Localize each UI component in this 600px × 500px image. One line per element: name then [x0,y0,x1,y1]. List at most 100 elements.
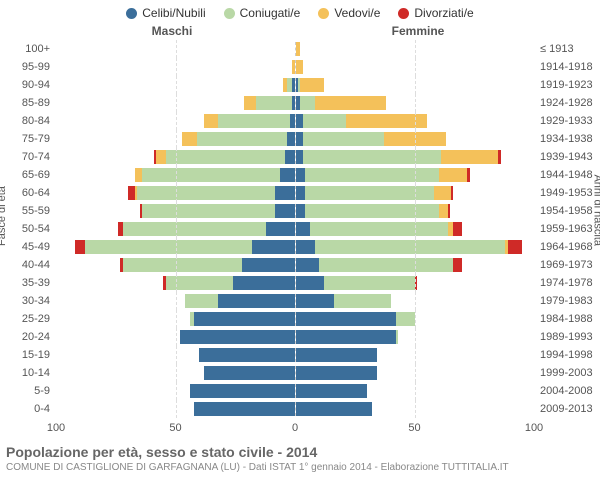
bar-segment [128,186,135,200]
y-axis-title-left: Fasce di età [0,186,8,246]
bar-area [56,60,534,74]
legend-swatch [318,8,329,19]
bar-area [56,168,534,182]
bar-segment [396,312,415,326]
bar-segment [166,150,285,164]
age-label: 95-99 [0,61,56,73]
age-label: 35-39 [0,277,56,289]
bar-segment [467,168,469,182]
bar-area [56,150,534,164]
birth-label: 1989-1993 [534,331,600,343]
bar-segment [319,258,453,272]
bar-segment [204,114,218,128]
bar-segment [315,96,387,110]
birth-label: 1954-1958 [534,205,600,217]
bar-area [56,114,534,128]
bar-segment [296,258,320,272]
legend-swatch [126,8,137,19]
birth-label: 2004-2008 [534,385,600,397]
chart-subtitle: COMUNE DI CASTIGLIONE DI GARFAGNANA (LU)… [0,462,600,473]
y-axis-title-right: Anni di nascita [592,174,600,246]
bar-area [56,294,534,308]
bar-segment [296,42,301,56]
age-label: 50-54 [0,223,56,235]
bar-segment [252,240,295,254]
age-label: 40-44 [0,259,56,271]
age-row: 75-791934-1938 [0,130,600,148]
bar-area [56,96,534,110]
age-row: 0-4 2009-2013 [0,400,600,418]
bar-segment [285,150,295,164]
age-label: 90-94 [0,79,56,91]
bar-segment [296,330,396,344]
bar-segment [199,348,294,362]
bar-segment [498,150,500,164]
bar-segment [305,168,439,182]
x-tick: 50 [169,422,181,434]
bar-segment [334,294,391,308]
bar-segment [448,204,450,218]
bar-segment [142,168,280,182]
birth-label: 1974-1978 [534,277,600,289]
bar-area [56,258,534,272]
age-row: 85-891924-1928 [0,94,600,112]
bar-segment [315,240,506,254]
bar-segment [296,348,377,362]
bar-segment [453,258,463,272]
birth-label: 1949-1953 [534,187,600,199]
birth-label: 1984-1988 [534,313,600,325]
age-row: 80-841929-1933 [0,112,600,130]
bar-segment [300,78,324,92]
birth-label: 1994-1998 [534,349,600,361]
birth-label: 2009-2013 [534,403,600,415]
birth-label: ≤ 1913 [534,43,600,55]
bar-segment [296,240,315,254]
bar-segment [194,402,294,416]
age-row: 10-141999-2003 [0,364,600,382]
birth-label: 1969-1973 [534,259,600,271]
legend-label: Vedovi/e [334,6,380,20]
legend-label: Coniugati/e [240,6,301,20]
age-label: 45-49 [0,241,56,253]
bar-segment [451,186,453,200]
bar-segment [242,258,294,272]
birth-label: 1964-1968 [534,241,600,253]
bar-segment [441,150,498,164]
age-label: 55-59 [0,205,56,217]
birth-label: 1979-1983 [534,295,600,307]
bar-segment [197,132,288,146]
age-row: 55-59 1954-1958 [0,202,600,220]
bar-area [56,402,534,416]
age-label: 0-4 [0,403,56,415]
bar-segment [303,114,346,128]
age-label: 25-29 [0,313,56,325]
age-label: 65-69 [0,169,56,181]
legend-item: Celibi/Nubili [126,6,205,20]
age-row: 15-191994-1998 [0,346,600,364]
bar-segment [303,132,384,146]
age-row: 35-39 1974-1978 [0,274,600,292]
bar-segment [266,222,295,236]
bar-segment [296,60,303,74]
bar-area [56,366,534,380]
bar-segment [305,204,439,218]
birth-label: 1939-1943 [534,151,600,163]
age-row: 20-24 1989-1993 [0,328,600,346]
bar-area [56,204,534,218]
bar-segment [190,384,295,398]
bar-area [56,348,534,362]
bar-segment [296,402,372,416]
bar-segment [142,204,276,218]
bar-segment [296,168,306,182]
legend-item: Coniugati/e [224,6,301,20]
age-label: 80-84 [0,115,56,127]
birth-label: 1919-1923 [534,79,600,91]
age-row: 70-741939-1943 [0,148,600,166]
age-label: 20-24 [0,331,56,343]
age-row: 50-541959-1963 [0,220,600,238]
bar-segment [296,150,303,164]
bar-segment [296,312,396,326]
bar-segment [296,204,306,218]
age-label: 30-34 [0,295,56,307]
age-label: 100+ [0,43,56,55]
